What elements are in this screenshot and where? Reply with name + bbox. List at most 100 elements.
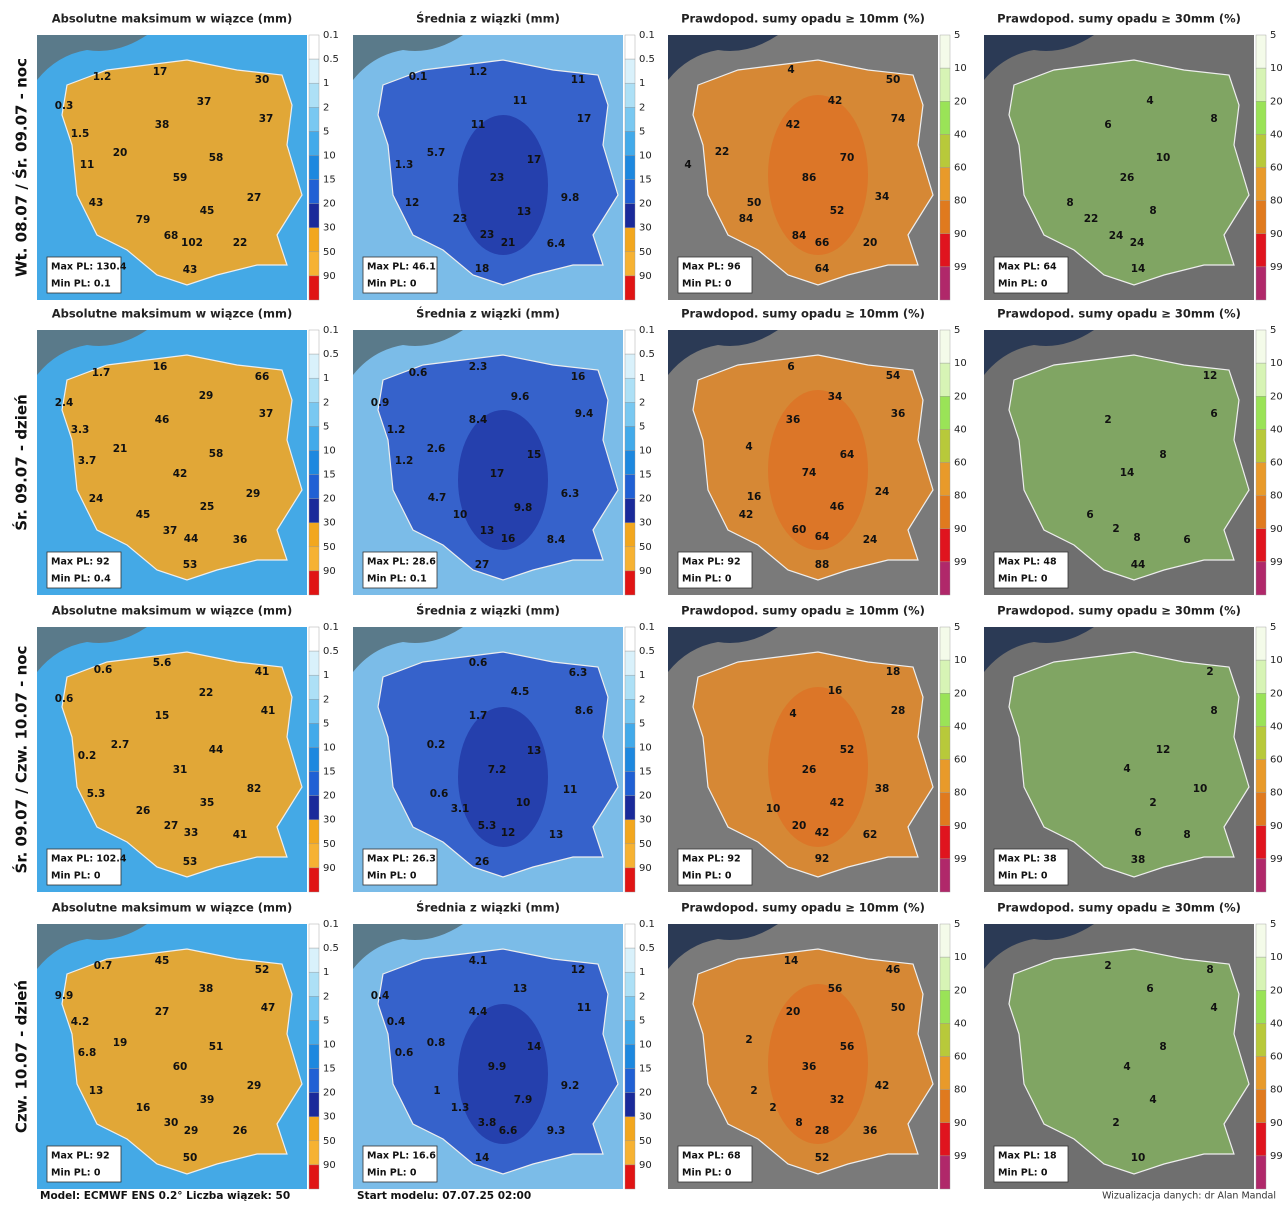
map-value: 21 (501, 237, 516, 249)
map-value: 4 (1146, 95, 1153, 107)
colorbar-segment (625, 996, 635, 1020)
map-value: 2 (1149, 797, 1156, 809)
map-value: 27 (247, 192, 262, 204)
map-value: 28 (815, 1125, 830, 1137)
footer-credit: Wizualizacja danych: dr Alan Mandal (1102, 1191, 1276, 1202)
colorbar-segment (309, 402, 319, 426)
map-value: 19 (113, 1037, 128, 1049)
map-value: 8 (1210, 705, 1217, 717)
stat-max: Max PL: 92 (51, 1151, 110, 1162)
colorbar-segment (940, 760, 950, 793)
map-value: 0.3 (55, 100, 74, 112)
map-value: 29 (246, 488, 261, 500)
map-value: 52 (830, 205, 845, 217)
colorbar-segment (940, 1057, 950, 1090)
colorbar-segment (940, 463, 950, 496)
colorbar-segment (1256, 1057, 1266, 1090)
colorbar-label: 99 (1270, 854, 1283, 865)
colorbar-label: 90 (1270, 524, 1283, 535)
colorbar-label: 0.1 (323, 919, 339, 930)
colorbar-label: 0.5 (639, 54, 655, 65)
map-value: 30 (255, 74, 270, 86)
map-value: 37 (259, 408, 274, 420)
panel-title: Prawdopod. sumy opadu ≥ 10mm (%) (681, 901, 925, 915)
stat-max: Max PL: 38 (998, 854, 1057, 865)
map-value: 0.2 (427, 739, 446, 751)
map-value: 43 (183, 264, 198, 276)
map-value: 2 (1112, 1117, 1119, 1129)
map-value: 58 (209, 152, 224, 164)
map-value: 46 (830, 501, 845, 513)
map-value: 56 (828, 983, 843, 995)
colorbar-segment (1256, 627, 1266, 660)
map-value: 58 (209, 448, 224, 460)
colorbar-segment (309, 571, 319, 595)
colorbar-segment (625, 1165, 635, 1189)
map-value: 0.4 (387, 1016, 406, 1028)
stat-min: Min PL: 0 (998, 871, 1048, 882)
map-value: 13 (527, 745, 542, 757)
map-value: 34 (875, 191, 890, 203)
colorbar-segment (625, 83, 635, 107)
colorbar-label: 30 (323, 518, 336, 529)
map-value: 4 (787, 64, 794, 76)
panel-title: Średnia z wiązki (mm) (416, 603, 560, 618)
colorbar-segment (1256, 562, 1266, 595)
map-value: 53 (183, 559, 198, 571)
colorbar-label: 90 (323, 566, 336, 577)
stat-min: Min PL: 0.1 (367, 574, 427, 585)
map-value: 24 (1109, 230, 1124, 242)
colorbar-label: 10 (323, 742, 336, 753)
colorbar-label: 15 (639, 1064, 652, 1075)
colorbar-segment (309, 1020, 319, 1044)
colorbar-label: 15 (323, 470, 336, 481)
map-value: 6 (1146, 983, 1153, 995)
map-value: 12 (501, 827, 516, 839)
map-value: 2.6 (427, 443, 446, 455)
colorbar-segment (1256, 859, 1266, 892)
colorbar-label: 80 (1270, 491, 1283, 502)
map-value: 35 (200, 797, 215, 809)
colorbar-segment (309, 1044, 319, 1068)
colorbar-label: 5 (1270, 30, 1276, 41)
colorbar-label: 20 (1270, 96, 1283, 107)
row-label: Czw. 10.07 - dzień (13, 980, 31, 1133)
map-value: 2 (1104, 414, 1111, 426)
colorbar-label: 20 (323, 1088, 336, 1099)
map-value: 44 (209, 744, 224, 756)
colorbar-segment (625, 796, 635, 820)
map-value: 29 (184, 1125, 199, 1137)
map-value: 11 (80, 159, 95, 171)
colorbar-segment (625, 155, 635, 179)
map-value: 6.3 (569, 667, 588, 679)
map-value: 6 (1134, 827, 1141, 839)
colorbar-segment (309, 330, 319, 354)
map-value: 26 (475, 856, 490, 868)
stat-min: Min PL: 0 (367, 279, 417, 290)
map-value: 6 (1104, 119, 1111, 131)
map-value: 16 (828, 685, 843, 697)
map-value: 36 (891, 408, 906, 420)
colorbar-label: 20 (954, 391, 967, 402)
colorbar-segment (625, 1069, 635, 1093)
colorbar-segment (625, 675, 635, 699)
colorbar-label: 60 (1270, 755, 1283, 766)
map-value: 47 (261, 1002, 276, 1014)
panel-title: Prawdopod. sumy opadu ≥ 30mm (%) (997, 307, 1241, 321)
colorbar-label: 40 (1270, 721, 1283, 732)
colorbar-segment (309, 996, 319, 1020)
stat-min: Min PL: 0 (682, 279, 732, 290)
colorbar-segment (625, 276, 635, 300)
colorbar-segment (940, 168, 950, 201)
map-value: 20 (863, 237, 878, 249)
colorbar-label: 10 (954, 358, 967, 369)
stat-min: Min PL: 0 (51, 1168, 101, 1179)
colorbar-label: 50 (639, 839, 652, 850)
colorbar-label: 80 (954, 1085, 967, 1096)
colorbar-label: 0.5 (323, 54, 339, 65)
colorbar-segment (940, 1156, 950, 1189)
map-value: 18 (475, 263, 490, 275)
map-value: 14 (784, 955, 799, 967)
map-value: 46 (886, 964, 901, 976)
colorbar-label: 90 (954, 229, 967, 240)
